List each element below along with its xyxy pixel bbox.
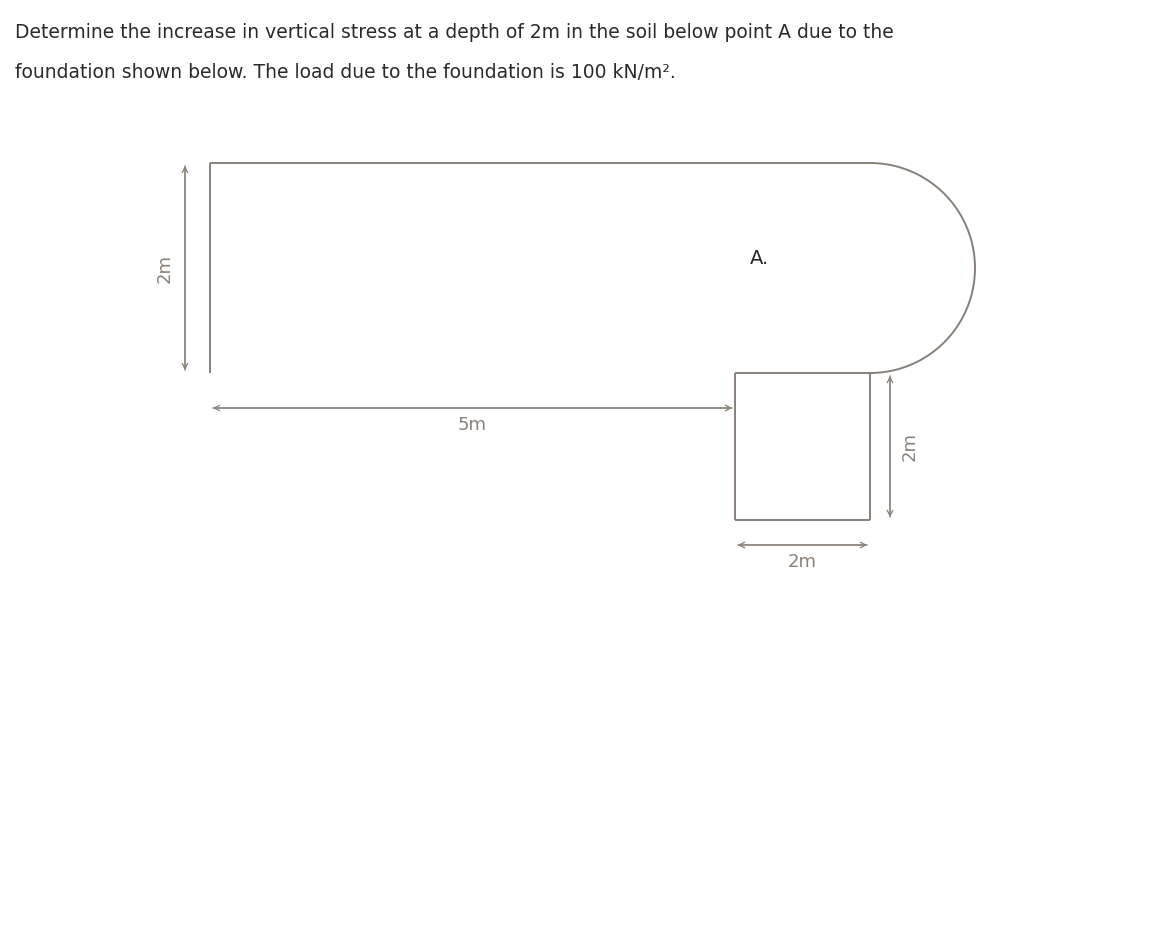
Text: 5m: 5m [457, 416, 487, 434]
Text: foundation shown below. The load due to the foundation is 100 kN/m².: foundation shown below. The load due to … [15, 63, 676, 82]
Text: Determine the increase in vertical stress at a depth of 2m in the soil below poi: Determine the increase in vertical stres… [15, 23, 894, 42]
Text: 2m: 2m [789, 553, 817, 571]
Text: A.: A. [750, 248, 769, 267]
Text: 2m: 2m [901, 432, 918, 461]
Text: 2m: 2m [156, 253, 174, 283]
